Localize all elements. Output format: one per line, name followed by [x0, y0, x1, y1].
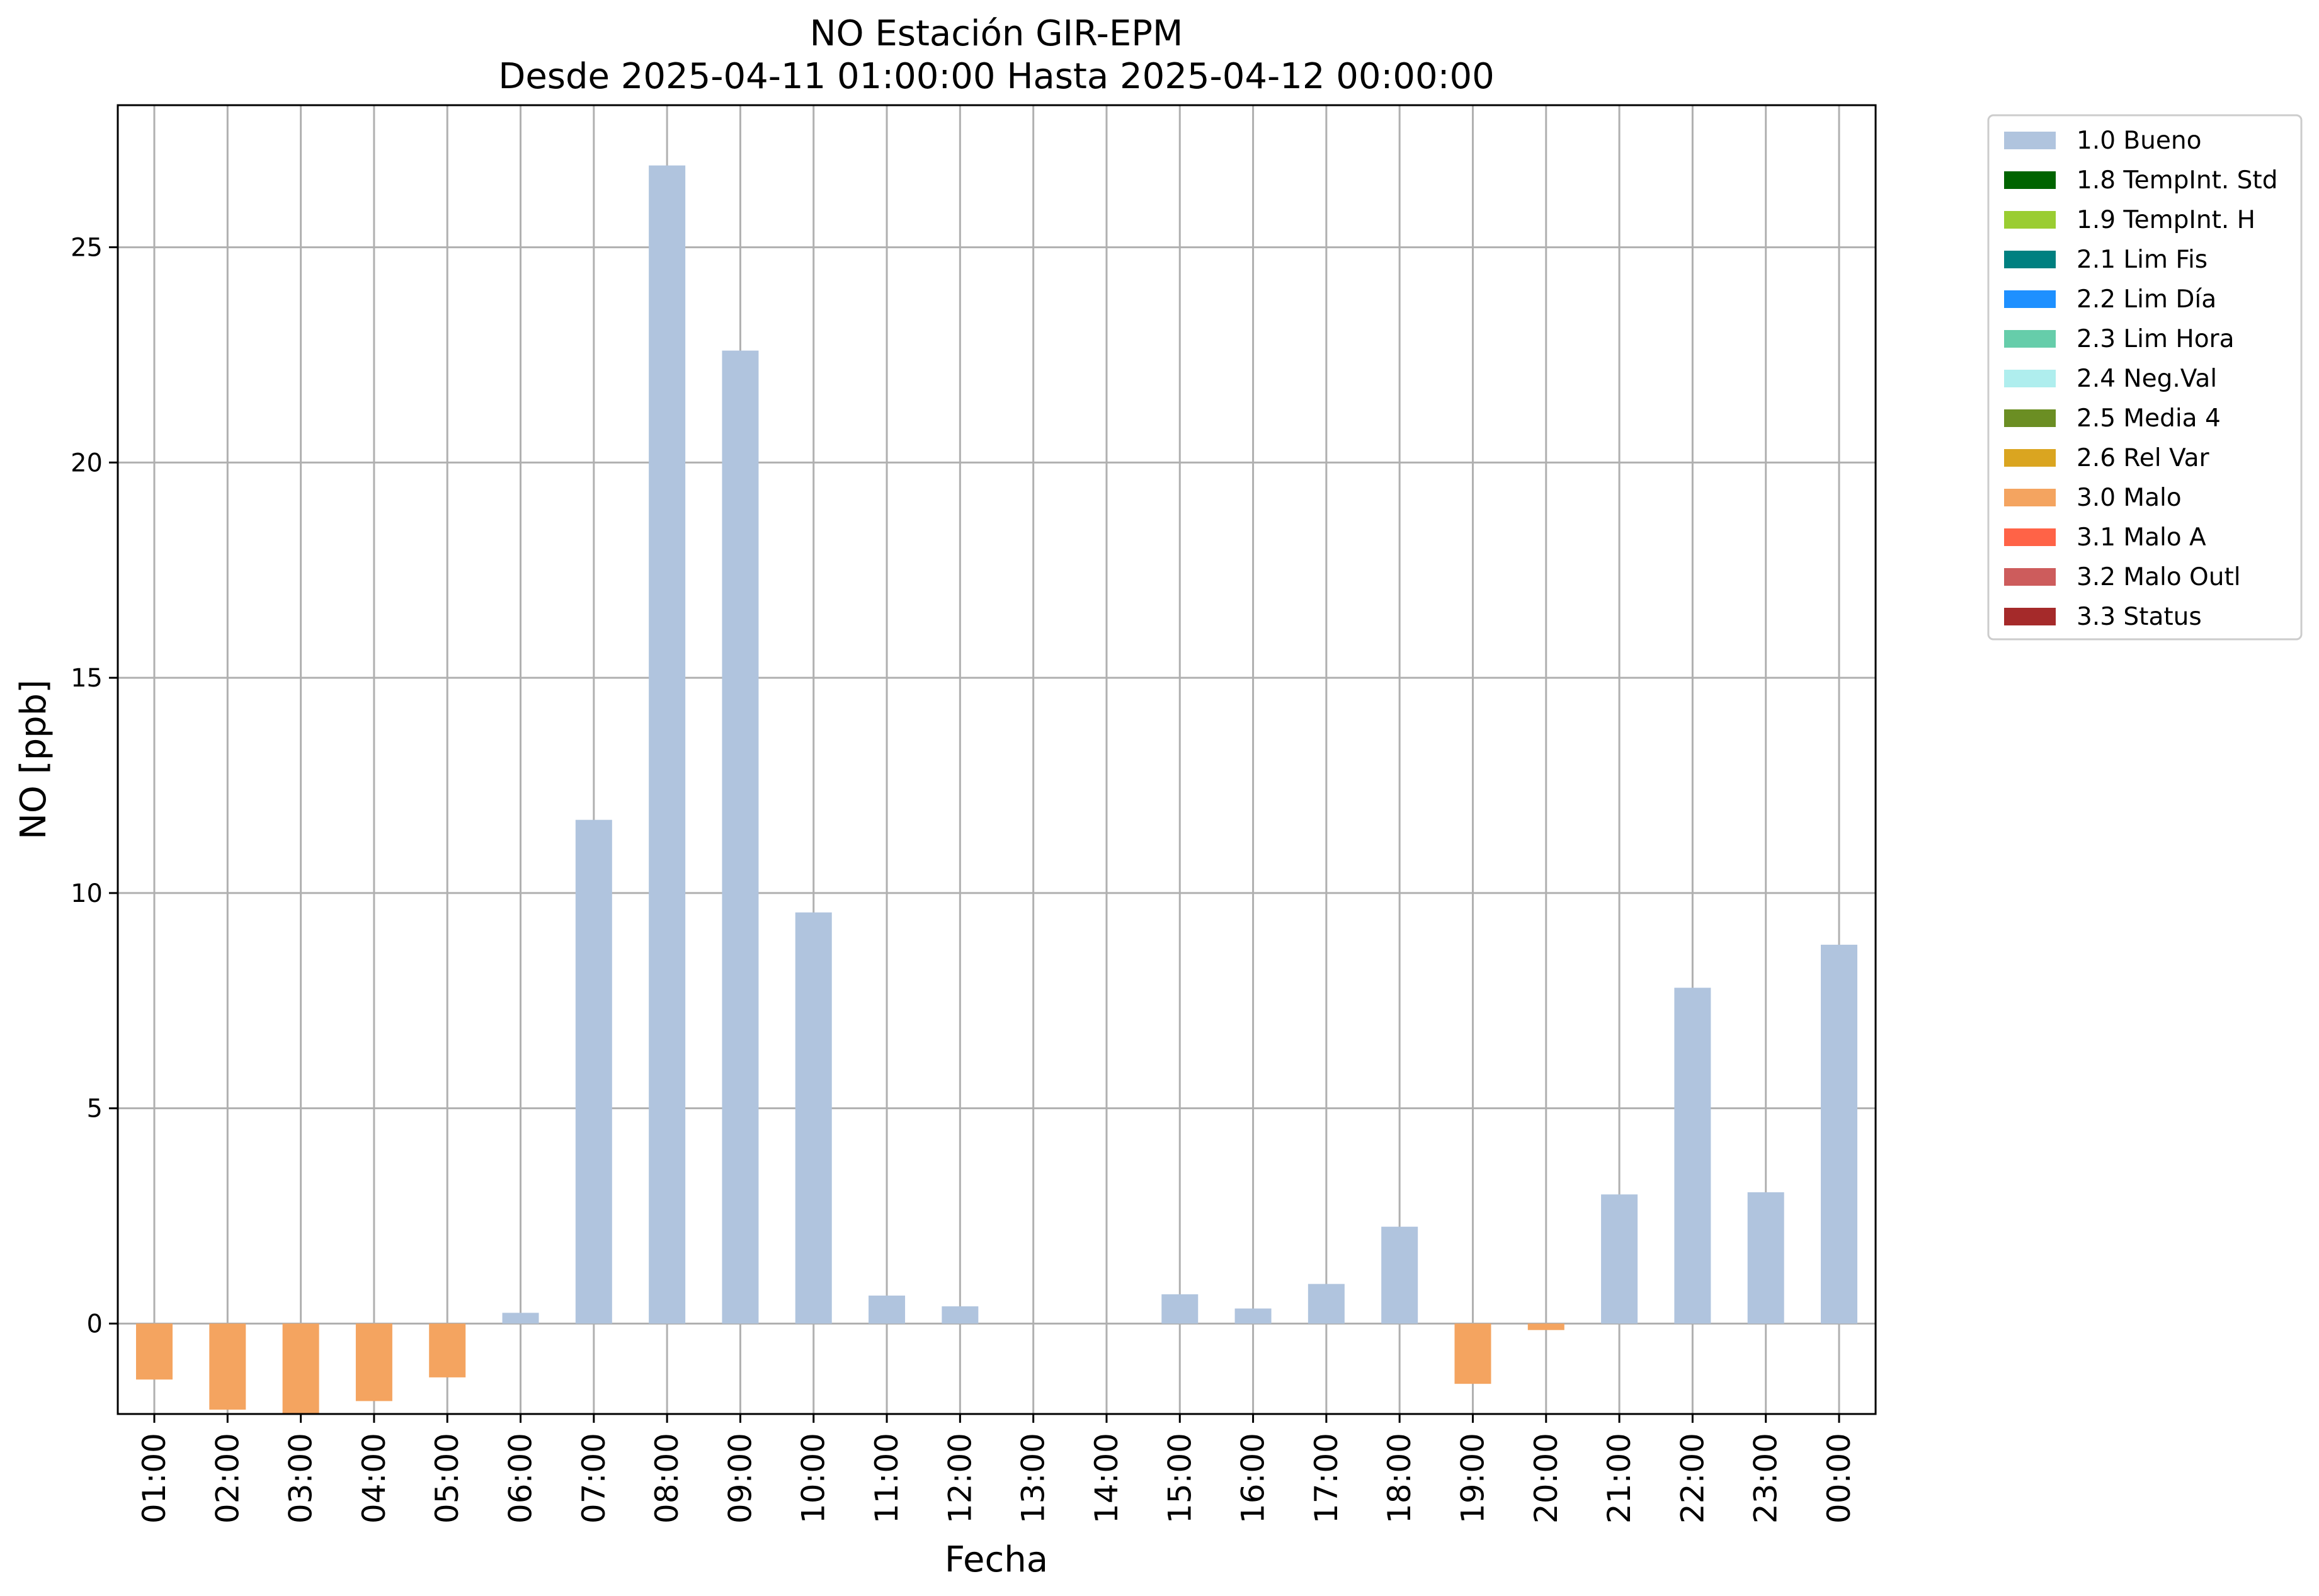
bar-1200 [942, 1306, 979, 1324]
bar-0900 [722, 350, 759, 1324]
bar-1500 [1161, 1294, 1199, 1324]
legend-swatch [2004, 290, 2056, 308]
legend-swatch [2004, 449, 2056, 467]
chart-subtitle: Desde 2025-04-11 01:00:00 Hasta 2025-04-… [498, 56, 1495, 97]
legend-swatch [2004, 489, 2056, 506]
x-tick-label: 07:00 [576, 1433, 612, 1524]
bar-2300 [1747, 1192, 1784, 1324]
bar-1000 [795, 912, 832, 1324]
bar-0400 [355, 1323, 392, 1401]
legend-label: 2.5 Media 4 [2077, 404, 2221, 433]
bar-2100 [1601, 1194, 1638, 1324]
legend-swatch [2004, 330, 2056, 348]
bar-0200 [209, 1323, 246, 1410]
x-tick-label: 17:00 [1308, 1433, 1345, 1524]
legend-label: 1.0 Bueno [2077, 127, 2201, 155]
legend-label: 3.0 Malo [2077, 484, 2182, 512]
x-tick-label: 06:00 [503, 1433, 539, 1524]
legend-swatch [2004, 568, 2056, 586]
x-tick-label: 10:00 [795, 1433, 832, 1524]
x-tick-label: 13:00 [1015, 1433, 1052, 1524]
bar-0700 [575, 819, 612, 1324]
y-axis: 0 5 10 15 20 25 [71, 234, 118, 1338]
x-tick-label: 19:00 [1454, 1433, 1491, 1524]
x-tick-label: 14:00 [1088, 1433, 1125, 1524]
y-axis-label: NO [ppb] [13, 680, 54, 840]
bar-1600 [1234, 1308, 1272, 1324]
bar-0100 [136, 1323, 173, 1380]
x-axis: 01:00 02:00 03:00 04:00 05:00 06:00 07:00 08:00… [136, 1414, 1857, 1524]
legend-label: 2.6 Rel Var [2077, 444, 2210, 472]
y-tick-label: 5 [87, 1095, 103, 1124]
x-tick-label: 23:00 [1748, 1433, 1784, 1524]
legend-label: 3.3 Status [2077, 603, 2202, 631]
chart-title: NO Estación GIR-EPM [810, 13, 1183, 54]
bar-1800 [1381, 1226, 1418, 1324]
x-tick-label: 20:00 [1528, 1433, 1564, 1524]
legend-swatch [2004, 251, 2056, 268]
y-tick-label: 0 [87, 1309, 103, 1338]
bar-1700 [1308, 1284, 1345, 1324]
legend-label: 1.8 TempInt. Std [2077, 166, 2277, 195]
x-tick-label: 15:00 [1161, 1433, 1198, 1524]
legend-swatch [2004, 409, 2056, 427]
x-tick-label: 00:00 [1821, 1433, 1857, 1524]
bar-1900 [1454, 1323, 1491, 1384]
legend-label: 1.9 TempInt. H [2077, 206, 2255, 234]
x-tick-label: 18:00 [1381, 1433, 1418, 1524]
legend-swatch [2004, 132, 2056, 149]
x-tick-label: 21:00 [1601, 1433, 1638, 1524]
legend-swatch [2004, 608, 2056, 625]
legend: 1.0 Bueno 1.8 TempInt. Std 1.9 TempInt. H 2… [1987, 114, 2303, 641]
legend-label: 2.4 Neg.Val [2077, 365, 2217, 393]
y-tick-label: 15 [71, 664, 103, 693]
x-tick-label: 08:00 [649, 1433, 685, 1524]
x-tick-label: 11:00 [869, 1433, 905, 1524]
x-tick-label: 05:00 [429, 1433, 465, 1524]
bar-0500 [429, 1323, 466, 1377]
legend-swatch [2004, 370, 2056, 387]
bars-layer [136, 165, 1857, 1414]
x-tick-label: 01:00 [136, 1433, 173, 1524]
bar-0800 [649, 165, 686, 1324]
y-tick-label: 10 [71, 879, 103, 908]
bar-0600 [502, 1313, 539, 1324]
x-tick-label: 22:00 [1674, 1433, 1711, 1524]
bar-2200 [1674, 988, 1711, 1324]
y-tick-label: 25 [71, 234, 103, 263]
legend-label: 2.1 Lim Fis [2077, 246, 2208, 274]
legend-label: 3.2 Malo Outl [2077, 563, 2241, 591]
x-axis-label: Fecha [945, 1539, 1048, 1580]
legend-swatch [2004, 211, 2056, 229]
legend-label: 3.1 Malo A [2077, 523, 2206, 552]
x-tick-label: 09:00 [722, 1433, 758, 1524]
legend-frame [1987, 114, 2303, 641]
legend-label: 2.3 Lim Hora [2077, 325, 2235, 353]
x-tick-label: 03:00 [283, 1433, 319, 1524]
bar-0300 [282, 1323, 319, 1414]
x-tick-label: 02:00 [209, 1433, 246, 1524]
legend-swatch [2004, 171, 2056, 189]
x-tick-label: 12:00 [942, 1433, 978, 1524]
bar-0000 [1821, 944, 1857, 1324]
x-tick-label: 04:00 [356, 1433, 392, 1524]
y-tick-label: 20 [71, 448, 103, 477]
legend-label: 2.2 Lim Día [2077, 285, 2216, 314]
bar-1100 [869, 1296, 906, 1324]
legend-swatch [2004, 528, 2056, 546]
plot-frame [117, 104, 1877, 1415]
x-tick-label: 16:00 [1235, 1433, 1272, 1524]
bar-2000 [1527, 1323, 1564, 1330]
